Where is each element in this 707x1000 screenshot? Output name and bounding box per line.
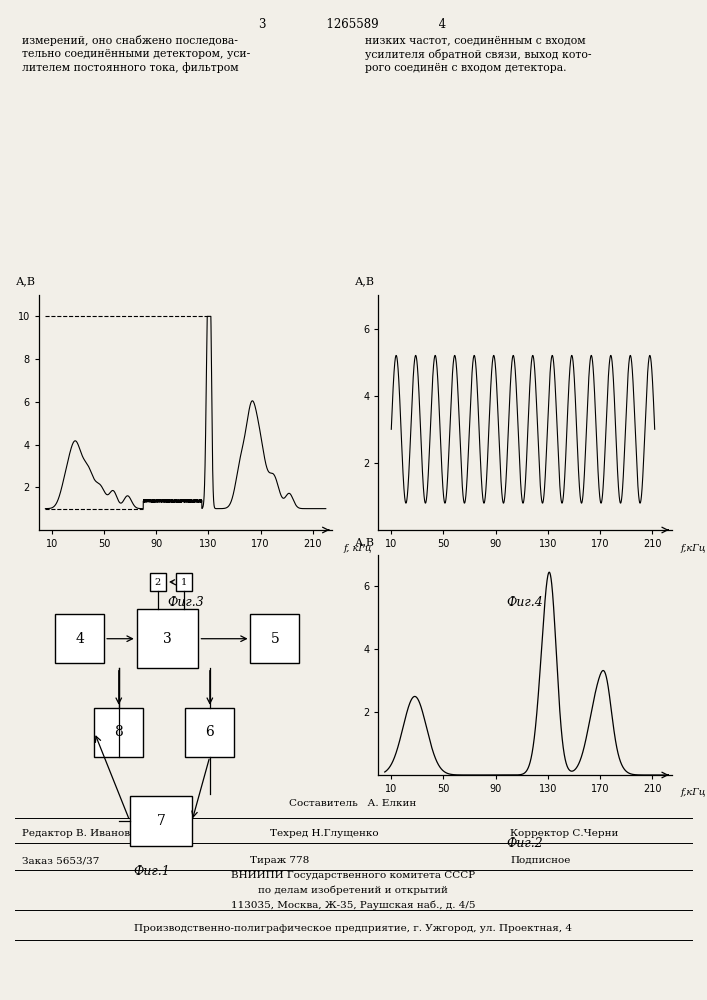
Text: f,кГц: f,кГц [680,544,706,553]
Text: 6: 6 [206,725,214,739]
Text: Подписное: Подписное [510,856,571,865]
Text: Фиг.4: Фиг.4 [507,596,543,609]
Bar [250,614,299,663]
Text: А,В: А,В [355,537,375,547]
Text: по делам изобретений и открытий: по делам изобретений и открытий [258,886,448,895]
Text: 5: 5 [271,632,279,646]
Bar [185,708,234,757]
Text: Техред Н.Глущенко: Техред Н.Глущенко [270,829,379,838]
Text: 113035, Москва, Ж-35, Раушская наб., д. 4/5: 113035, Москва, Ж-35, Раушская наб., д. … [230,900,475,910]
Text: f,кГц: f,кГц [680,788,706,797]
Text: Тираж 778: Тираж 778 [250,856,309,865]
Text: 3: 3 [163,632,172,646]
Bar [136,609,199,668]
Text: ВНИИПИ Государственного комитета СССР: ВНИИПИ Государственного комитета СССР [231,871,475,880]
Text: А,В: А,В [355,276,375,286]
Text: 3                1265589                4: 3 1265589 4 [259,18,447,31]
Text: Редактор В. Иванова: Редактор В. Иванова [22,829,136,838]
Text: Заказ 5653/37: Заказ 5653/37 [22,856,100,865]
Text: измерений, оно снабжено последова-
тельно соединёнными детектором, уси-
лителем : измерений, оно снабжено последова- тельн… [22,35,250,73]
Text: Производственно-полиграфическое предприятие, г. Ужгород, ул. Проектная, 4: Производственно-полиграфическое предприя… [134,924,572,933]
Text: 8: 8 [115,725,123,739]
Text: 7: 7 [157,814,165,828]
Text: 2: 2 [155,578,161,587]
Bar [150,573,166,591]
Text: Корректор С.Черни: Корректор С.Черни [510,829,619,838]
Text: Фиг.3: Фиг.3 [168,596,204,609]
Text: низких частот, соединённым с входом
усилителя обратной связи, выход кото-
рого с: низких частот, соединённым с входом усил… [365,35,592,73]
Text: f, кГц: f, кГц [344,544,373,553]
Bar [176,573,192,591]
Bar [55,614,104,663]
Text: 4: 4 [76,632,84,646]
Text: Фиг.2: Фиг.2 [507,837,543,850]
Bar [95,708,144,757]
Text: Фиг.1: Фиг.1 [133,865,170,878]
Text: 1: 1 [181,578,187,587]
Text: А,В: А,В [16,276,35,286]
Bar [130,796,192,846]
Text: Составитель   А. Елкин: Составитель А. Елкин [289,799,416,808]
